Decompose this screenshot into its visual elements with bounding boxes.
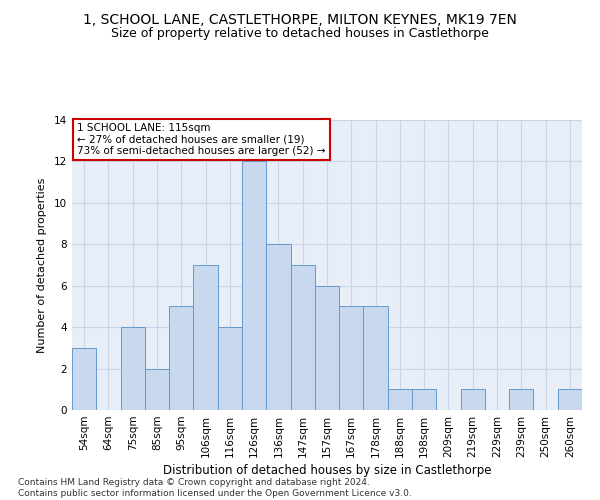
Bar xyxy=(315,286,339,410)
Bar xyxy=(193,265,218,410)
Bar xyxy=(169,306,193,410)
Text: 1, SCHOOL LANE, CASTLETHORPE, MILTON KEYNES, MK19 7EN: 1, SCHOOL LANE, CASTLETHORPE, MILTON KEY… xyxy=(83,12,517,26)
Text: Contains HM Land Registry data © Crown copyright and database right 2024.
Contai: Contains HM Land Registry data © Crown c… xyxy=(18,478,412,498)
Bar xyxy=(121,327,145,410)
Bar xyxy=(412,390,436,410)
Bar xyxy=(388,390,412,410)
Bar xyxy=(364,306,388,410)
Bar xyxy=(218,327,242,410)
Bar xyxy=(461,390,485,410)
Bar xyxy=(509,390,533,410)
Bar xyxy=(72,348,96,410)
Bar xyxy=(266,244,290,410)
Bar xyxy=(242,162,266,410)
Text: 1 SCHOOL LANE: 115sqm
← 27% of detached houses are smaller (19)
73% of semi-deta: 1 SCHOOL LANE: 115sqm ← 27% of detached … xyxy=(77,123,326,156)
Text: Size of property relative to detached houses in Castlethorpe: Size of property relative to detached ho… xyxy=(111,28,489,40)
Bar xyxy=(558,390,582,410)
X-axis label: Distribution of detached houses by size in Castlethorpe: Distribution of detached houses by size … xyxy=(163,464,491,477)
Bar xyxy=(290,265,315,410)
Y-axis label: Number of detached properties: Number of detached properties xyxy=(37,178,47,352)
Bar xyxy=(145,368,169,410)
Bar xyxy=(339,306,364,410)
